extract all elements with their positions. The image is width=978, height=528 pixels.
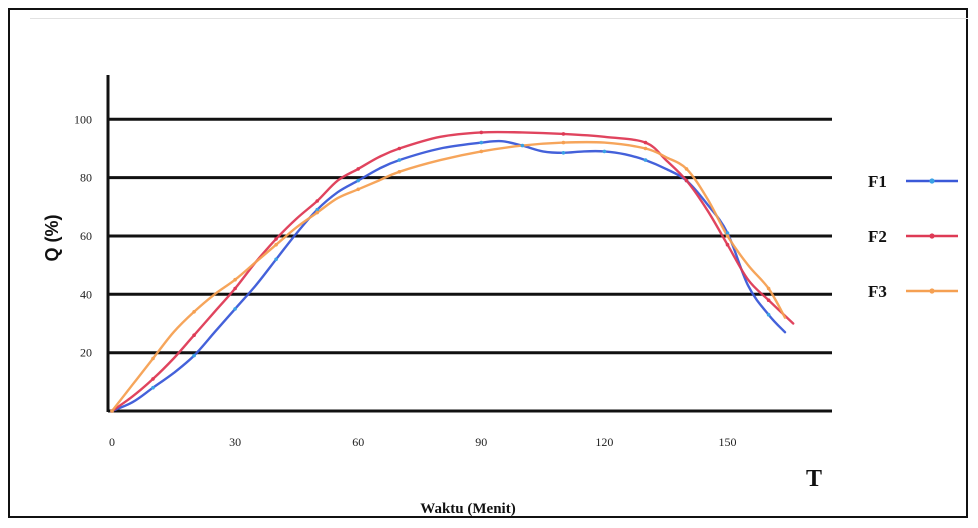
data-point-f1-60 [356,178,361,183]
data-point-f3-70 [397,170,402,174]
data-point-f3-20 [192,310,196,314]
y-tick-40: 40 [80,287,92,301]
data-point-f3-150 [725,234,730,238]
y-tick-100: 100 [74,112,92,126]
data-point-f2-160 [766,298,771,303]
y-tick-20: 20 [80,346,92,360]
x-tick-60: 60 [352,435,364,449]
data-point-f2-60 [356,167,361,171]
data-point-f2-130 [643,140,648,145]
data-point-f1-160 [766,312,771,317]
axis-letter-t: T [806,466,822,492]
legend-label-f2: F2 [868,227,887,246]
y-tick-80: 80 [80,171,92,185]
data-point-f1-70 [397,158,402,162]
series-line-f1 [110,139,787,413]
data-point-f3-30 [233,277,237,282]
x-tick-120: 120 [595,435,613,449]
chart-frame [8,8,968,518]
data-point-f1-110 [561,151,566,155]
data-point-f2-30 [233,286,237,291]
data-point-f2-140 [684,178,689,183]
y-tick-60: 60 [80,229,92,243]
series-line-f2 [110,130,795,413]
data-point-f2-50 [315,199,320,203]
data-point-f2-20 [192,333,196,338]
series-line-f3 [110,140,787,413]
tick-labels: 20 40 60 80 100 0 30 60 90 120 150 [74,112,737,449]
data-point-f1-30 [233,307,237,311]
data-point-f3-0 [110,409,114,413]
data-point-f1-50 [315,207,320,212]
data-point-f3-130 [643,146,648,151]
axes [106,75,832,413]
data-point-f2-90 [479,130,484,135]
legend-marker-f2 [929,233,935,239]
data-point-f3-160 [766,286,771,291]
x-tick-0: 0 [109,435,115,449]
data-point-f1-10 [151,385,155,390]
series-lines [110,130,795,413]
data-point-f3-10 [151,356,155,361]
series-markers [110,130,771,413]
data-point-f1-20 [192,353,196,358]
legend-marker-f1 [929,178,935,184]
data-point-f3-60 [356,187,361,192]
legend: F1 F2 F3 [868,172,958,301]
y-axis-label: Q (%) [42,214,62,261]
top-divider [30,18,968,19]
data-point-f2-40 [274,237,278,241]
x-tick-90: 90 [475,435,487,449]
data-point-f3-40 [274,242,278,247]
data-point-f1-130 [643,158,648,162]
data-point-f1-40 [274,257,278,262]
data-point-f2-70 [397,146,402,151]
data-point-f2-110 [561,132,566,136]
data-point-f3-90 [479,149,484,154]
x-tick-150: 150 [719,435,737,449]
legend-label-f3: F3 [868,282,887,301]
x-tick-30: 30 [229,435,241,449]
data-point-f3-50 [315,210,320,215]
data-point-f2-10 [151,377,155,381]
data-point-f3-110 [561,140,566,145]
data-point-f1-120 [602,149,607,154]
data-point-f1-100 [520,143,525,148]
data-point-f1-90 [479,140,484,145]
legend-marker-f3 [929,288,935,294]
legend-label-f1: F1 [868,172,887,191]
data-point-f1-150 [725,231,730,235]
x-axis-label: Waktu (Menit) [420,501,515,517]
data-point-f3-140 [684,167,689,171]
data-point-f2-150 [725,242,730,247]
